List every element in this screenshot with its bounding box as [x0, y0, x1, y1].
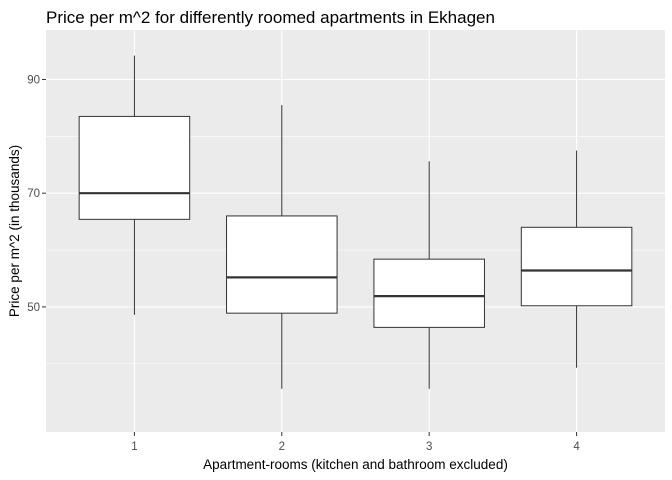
y-tick-label: 90	[27, 74, 40, 86]
box-group-1	[78, 55, 191, 315]
box-iqr	[520, 226, 633, 307]
x-tick-label: 3	[426, 441, 432, 453]
y-axis-title: Price per m^2 (in thousands)	[7, 145, 22, 317]
x-tick-label: 4	[573, 441, 580, 453]
y-tick-label: 50	[27, 302, 40, 314]
chart-title: Price per m^2 for differently roomed apa…	[46, 8, 495, 27]
box-iqr	[373, 258, 485, 328]
box-iqr	[226, 215, 338, 314]
box-iqr	[78, 115, 191, 220]
box-group-2	[226, 105, 338, 389]
x-axis: 1 2 3 4	[131, 432, 580, 453]
x-axis-title: Apartment-rooms (kitchen and bathroom ex…	[203, 457, 508, 472]
y-axis: 50 70 90	[27, 74, 46, 314]
box-group-4	[520, 150, 633, 368]
x-tick-label: 2	[279, 441, 285, 453]
x-tick-label: 1	[131, 441, 137, 453]
y-tick-label: 70	[27, 188, 40, 200]
box-group-3	[373, 161, 485, 389]
boxes	[78, 55, 633, 389]
